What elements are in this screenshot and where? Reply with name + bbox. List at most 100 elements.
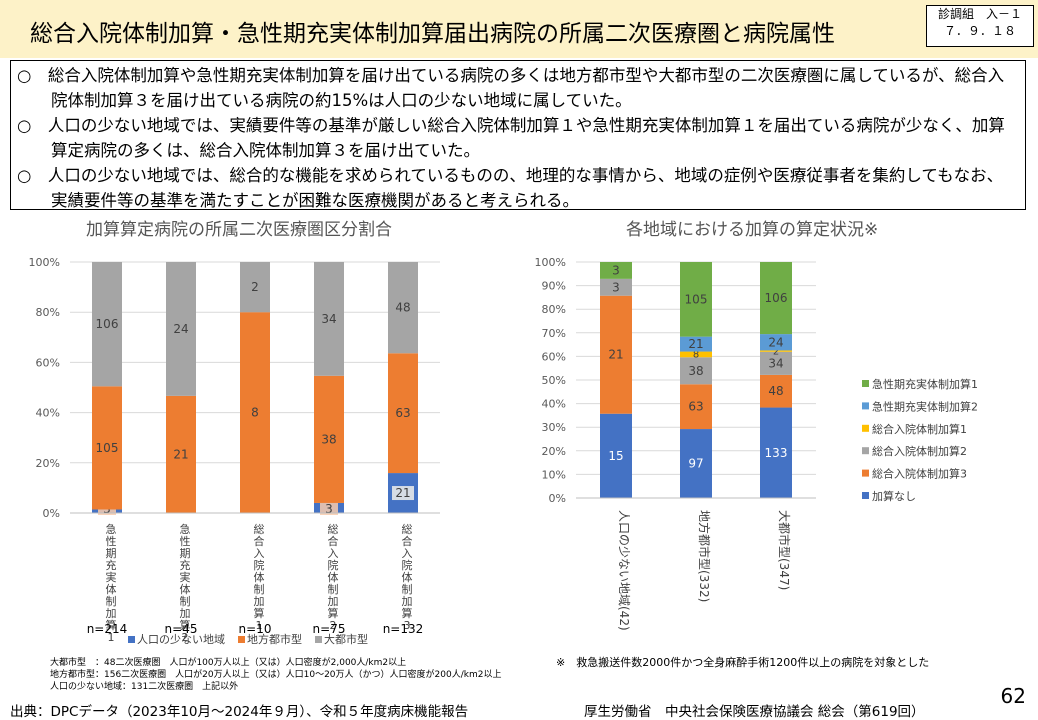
- x-category-label: 性: [106, 534, 117, 548]
- legend-swatch: [862, 492, 869, 499]
- x-category-label: 算: [402, 606, 413, 620]
- bar-segment: [600, 262, 632, 279]
- bar-segment: [680, 384, 712, 430]
- x-category-label: 性: [180, 534, 191, 548]
- x-category-label: 合: [328, 534, 339, 548]
- bar-segment: [600, 413, 632, 498]
- summary-point: ○ 人口の少ない地域では、総合的な機能を求められているものの、地理的な事情から、…: [17, 166, 1004, 210]
- x-category-label: 院: [328, 558, 339, 572]
- legend-label: 大都市型: [324, 632, 368, 646]
- data-label: 105: [685, 292, 708, 306]
- x-category-label: 総: [328, 522, 339, 536]
- bar-segment: [388, 262, 418, 354]
- data-label: 3: [612, 280, 620, 294]
- x-category-label: 2: [182, 631, 189, 644]
- x-category-label: 1: [108, 631, 115, 644]
- bar-segment: [760, 351, 792, 375]
- data-label: 106: [96, 317, 119, 331]
- x-category-label: 総: [254, 522, 265, 536]
- y-tick-label: 60%: [542, 350, 566, 363]
- x-category-label: 院: [254, 558, 265, 572]
- x-category-label: 算: [180, 618, 191, 632]
- x-category-label: 急: [180, 522, 191, 536]
- x-category-label: 急: [106, 522, 117, 536]
- x-category-label: 算: [106, 618, 117, 632]
- right-stacked-bar-chart: 0%10%20%30%40%50%60%70%80%90%100%152133人…: [535, 256, 978, 631]
- x-category-label: 入: [254, 547, 265, 560]
- y-tick-label: 0%: [549, 492, 566, 505]
- y-tick-label: 80%: [36, 306, 60, 319]
- data-label: 21: [608, 348, 623, 362]
- x-category-label: 院: [402, 558, 413, 572]
- data-label: 105: [96, 441, 119, 455]
- x-category-label: 加: [254, 595, 265, 608]
- x-category-label: 制: [254, 583, 265, 596]
- bar-segment: [760, 262, 792, 335]
- x-category-label: 体: [106, 582, 117, 596]
- target-note: ※ 救急搬送件数2000件かつ全身麻酔手術1200件以上の病院を対象とした: [556, 656, 930, 669]
- summary-point: ○ 総合入院体制加算や急性期充実体制加算を届け出ている病院の多くは地方都市型や大…: [17, 66, 1005, 110]
- y-tick-label: 0%: [43, 507, 60, 520]
- x-category-label: 合: [402, 534, 413, 548]
- x-category-label: 体: [402, 570, 413, 584]
- legend-label: 総合入院体制加算2: [872, 444, 967, 458]
- data-label: 34: [768, 356, 783, 370]
- left-chart-title: 加算算定病院の所属二次医療圏区分割合: [86, 220, 392, 240]
- data-label: 15: [608, 449, 623, 463]
- bar-segment: [760, 334, 792, 351]
- x-category-label: 制: [106, 595, 117, 608]
- legend-label: 総合入院体制加算3: [872, 467, 967, 481]
- data-label: 8: [251, 406, 259, 420]
- x-category-label: 期: [180, 547, 191, 560]
- data-label: 63: [688, 400, 703, 414]
- y-tick-label: 20%: [542, 445, 566, 458]
- x-category-label: 体: [180, 582, 191, 596]
- bar-segment: [92, 386, 122, 510]
- data-label: 106: [765, 291, 788, 305]
- x-category-label: 実: [106, 570, 117, 584]
- y-tick-label: 60%: [36, 356, 60, 369]
- page-number: 62: [1000, 684, 1026, 708]
- summary-point: ○ 人口の少ない地域では、実績要件等の基準が厳しい総合入院体制加算１や急性期充実…: [17, 116, 1005, 160]
- legend-swatch: [862, 380, 869, 387]
- legend-label: 人口の少ない地域: [137, 633, 225, 646]
- bar-segment: [760, 374, 792, 408]
- x-category-label: 3: [404, 619, 411, 632]
- bar-segment: [166, 262, 196, 396]
- left-stacked-bar-chart: 0%20%40%60%80%100%3105106急性期充実体制加算1n=214…: [29, 256, 440, 646]
- legend-swatch: [862, 424, 869, 432]
- y-tick-label: 100%: [535, 256, 566, 269]
- bar-segment: [600, 278, 632, 296]
- definition-note: 大都市型 ：48二次医療圏 人口が100万人以上（又は）人口密度が2,000人/…: [50, 658, 407, 668]
- bar-segment: [680, 262, 712, 337]
- data-label: 133: [765, 446, 788, 460]
- data-label: 97: [688, 457, 703, 471]
- x-category-label: 体: [328, 570, 339, 584]
- y-tick-label: 50%: [542, 374, 566, 387]
- bar-segment: [92, 262, 122, 387]
- bar-segment: [680, 351, 712, 358]
- organization-credit: 厚生労働省 中央社会保険医療協議会 総会（第619回）: [584, 704, 925, 720]
- bar-segment: [760, 407, 792, 498]
- x-category-label: 制: [328, 583, 339, 596]
- data-label: 63: [395, 406, 410, 420]
- bar-segment: [388, 353, 418, 474]
- x-category-label: 実: [180, 570, 191, 584]
- x-category-label: 制: [402, 583, 413, 596]
- y-tick-label: 80%: [542, 303, 566, 316]
- x-category-label: 人口の少ない地域(42): [617, 510, 631, 631]
- x-category-label: 加: [106, 607, 117, 620]
- data-label: 38: [688, 364, 703, 378]
- data-label: 2: [773, 346, 779, 357]
- summary-box: ○ 総合入院体制加算や急性期充実体制加算を届け出ている病院の多くは地方都市型や大…: [10, 60, 1026, 210]
- n-count-label: n=132: [383, 622, 424, 636]
- x-category-label: 総: [402, 522, 413, 536]
- x-category-label: 2: [330, 619, 337, 632]
- legend-label: 急性期充実体制加算1: [872, 377, 978, 391]
- data-label: 24: [173, 322, 188, 336]
- data-label-bg: [392, 486, 414, 501]
- data-label: 48: [395, 301, 410, 315]
- page-title: 総合入院体制加算・急性期充実体制加算届出病院の所属二次医療圏と病院属性: [30, 21, 835, 47]
- legend-swatch: [128, 636, 135, 643]
- data-label: 8: [693, 350, 699, 361]
